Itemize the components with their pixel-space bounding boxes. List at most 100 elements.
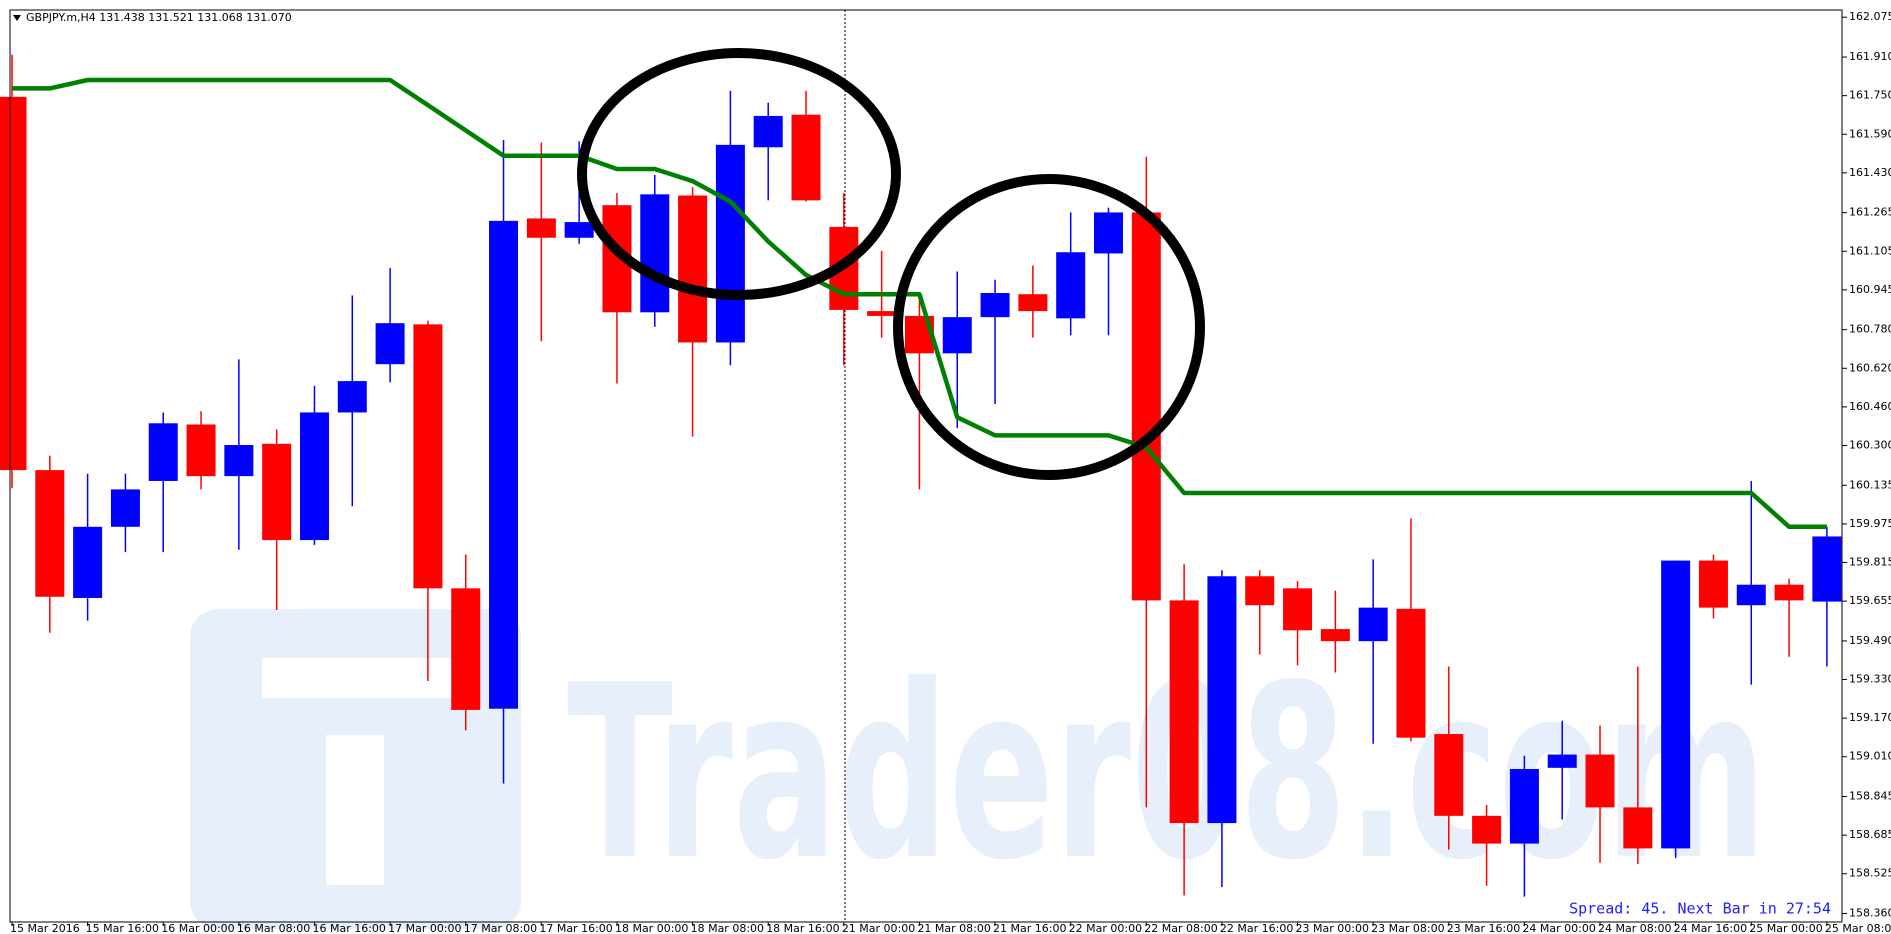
candle-body xyxy=(1207,576,1237,824)
candle-body xyxy=(980,293,1010,318)
candle-body xyxy=(1320,629,1350,642)
candle-body xyxy=(564,222,594,238)
candle-body xyxy=(715,144,745,343)
y-tick-label: 160.460 xyxy=(1849,400,1891,413)
x-tick-label: 22 Mar 16:00 xyxy=(1220,922,1293,934)
candle-body xyxy=(299,412,329,541)
y-tick-label: 159.010 xyxy=(1849,750,1891,763)
y-tick-label: 160.780 xyxy=(1849,323,1891,336)
y-tick-label: 160.300 xyxy=(1849,438,1891,451)
x-tick-label: 17 Mar 08:00 xyxy=(464,922,537,934)
plot xyxy=(0,54,1842,897)
watermark-text: Trader08.com xyxy=(567,633,1767,913)
candle-body xyxy=(337,381,367,413)
menu-arrow xyxy=(13,15,21,21)
y-tick-label: 160.945 xyxy=(1849,283,1891,296)
candle-body xyxy=(1509,769,1539,844)
candle-body xyxy=(1774,584,1804,601)
y-tick-label: 161.590 xyxy=(1849,127,1891,140)
y-tick-label: 159.170 xyxy=(1849,711,1891,724)
x-tick-label: 16 Mar 16:00 xyxy=(312,922,385,934)
y-tick-label: 161.750 xyxy=(1849,89,1891,102)
highlight-circle xyxy=(893,174,1205,480)
candle-body xyxy=(1093,212,1123,254)
x-tick-label: 15 Mar 16:00 xyxy=(86,922,159,934)
x-tick-label: 18 Mar 00:00 xyxy=(615,922,688,934)
candle-body xyxy=(1358,607,1388,642)
chart-title: GBPJPY.m,H4 131.438 131.521 131.068 131.… xyxy=(26,11,292,24)
candle-body xyxy=(1245,576,1275,606)
candle-body xyxy=(413,324,443,589)
candle-body xyxy=(35,470,65,597)
x-tick-label: 23 Mar 08:00 xyxy=(1371,922,1444,934)
y-tick-label: 159.655 xyxy=(1849,594,1891,607)
y-tick-label: 161.430 xyxy=(1849,166,1891,179)
candle-body xyxy=(526,218,556,238)
candle-body xyxy=(1283,588,1313,631)
candle-body xyxy=(110,489,140,527)
x-tick-label: 21 Mar 00:00 xyxy=(842,922,915,934)
y-tick-label: 160.620 xyxy=(1849,361,1891,374)
y-tick-label: 159.330 xyxy=(1849,673,1891,686)
highlight-circle xyxy=(577,48,901,300)
y-tick-label: 158.360 xyxy=(1849,907,1891,920)
candle-body xyxy=(753,115,783,148)
candle-body xyxy=(73,526,103,598)
candle-body xyxy=(640,194,670,313)
x-tick-label: 17 Mar 00:00 xyxy=(388,922,461,934)
candle-body xyxy=(1131,212,1161,601)
x-tick-label: 16 Mar 08:00 xyxy=(237,922,310,934)
candle-body xyxy=(1812,536,1842,602)
x-tick-label: 24 Mar 08:00 xyxy=(1598,922,1671,934)
candle-body xyxy=(1169,600,1199,824)
candle-body xyxy=(791,114,821,201)
y-tick-label: 158.685 xyxy=(1849,828,1891,841)
candle-body xyxy=(942,317,972,354)
candle-body xyxy=(1472,815,1502,844)
candle-body xyxy=(224,445,254,477)
candle-body xyxy=(867,311,897,316)
candle-body xyxy=(1547,754,1577,768)
candle-body xyxy=(1585,754,1615,808)
y-tick-label: 162.075 xyxy=(1849,10,1891,23)
candle-body xyxy=(489,220,519,709)
x-tick-label: 23 Mar 16:00 xyxy=(1447,922,1520,934)
y-tick-label: 161.910 xyxy=(1849,50,1891,63)
x-tick-label: 22 Mar 00:00 xyxy=(1069,922,1142,934)
x-tick-label: 15 Mar 2016 xyxy=(10,922,80,934)
y-tick-label: 160.135 xyxy=(1849,478,1891,491)
y-tick-label: 158.525 xyxy=(1849,867,1891,880)
y-tick-label: 161.105 xyxy=(1849,244,1891,257)
x-tick-label: 16 Mar 00:00 xyxy=(161,922,234,934)
x-tick-label: 24 Mar 00:00 xyxy=(1522,922,1595,934)
x-tick-label: 18 Mar 08:00 xyxy=(691,922,764,934)
y-tick-label: 158.845 xyxy=(1849,790,1891,803)
x-tick-label: 18 Mar 16:00 xyxy=(766,922,839,934)
candle-body xyxy=(186,424,216,477)
x-tick-label: 25 Mar 00:00 xyxy=(1749,922,1822,934)
candle-body xyxy=(1396,608,1426,738)
candle-body xyxy=(0,96,27,471)
candle-body xyxy=(1623,807,1653,849)
y-tick-label: 159.815 xyxy=(1849,556,1891,569)
watermark: Trader08.com xyxy=(190,609,1767,929)
x-tick-label: 23 Mar 00:00 xyxy=(1296,922,1369,934)
candle-body xyxy=(1661,560,1691,849)
watermark-logo-bar xyxy=(262,658,452,698)
spread-annotation: Spread: 45. Next Bar in 27:54 xyxy=(1569,900,1831,918)
candle-body xyxy=(262,443,292,541)
candle-body xyxy=(1018,294,1048,312)
candle-body xyxy=(148,423,178,481)
candle-body xyxy=(1736,584,1766,606)
candle-body xyxy=(451,588,481,710)
candle-body xyxy=(1434,734,1464,816)
x-tick-label: 17 Mar 16:00 xyxy=(539,922,612,934)
x-tick-label: 25 Mar 08:00 xyxy=(1825,922,1891,934)
x-tick-label: 21 Mar 16:00 xyxy=(993,922,1066,934)
candle-body xyxy=(1698,560,1728,608)
plot-frame xyxy=(9,9,1843,923)
y-tick-label: 159.975 xyxy=(1849,517,1891,530)
y-tick-label: 161.265 xyxy=(1849,206,1891,219)
y-tick-label: 159.490 xyxy=(1849,634,1891,647)
